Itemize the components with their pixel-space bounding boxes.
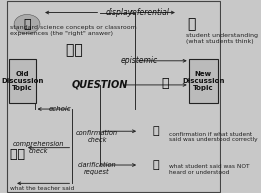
- Ellipse shape: [14, 14, 40, 34]
- Text: confirmation
check: confirmation check: [76, 130, 118, 143]
- Text: echoic: echoic: [49, 106, 72, 112]
- Text: 🧒: 🧒: [188, 17, 196, 31]
- Text: referential: referential: [130, 8, 170, 17]
- Text: comprehension
check: comprehension check: [13, 141, 65, 154]
- Text: what student said was NOT
heard or understood: what student said was NOT heard or under…: [169, 164, 250, 175]
- Text: clarification
request: clarification request: [78, 162, 116, 175]
- Text: student understanding
(what students think): student understanding (what students thi…: [186, 33, 258, 44]
- FancyBboxPatch shape: [189, 59, 218, 103]
- Text: 🧒: 🧒: [153, 160, 160, 170]
- Text: 👥: 👥: [23, 18, 31, 31]
- Text: what the teacher said: what the teacher said: [10, 186, 74, 191]
- Text: Old
Discussion
Topic: Old Discussion Topic: [1, 71, 43, 91]
- Text: display: display: [106, 8, 133, 17]
- Text: 🧒: 🧒: [153, 126, 160, 136]
- Text: 👩‍🏫: 👩‍🏫: [66, 43, 83, 57]
- Text: QUESTION: QUESTION: [72, 80, 128, 90]
- Text: 👩‍🏫: 👩‍🏫: [10, 148, 25, 161]
- Text: confirmation if what student
said was understood correctly: confirmation if what student said was un…: [169, 132, 258, 142]
- Text: New
Discussion
Topic: New Discussion Topic: [182, 71, 224, 91]
- Text: epistemic: epistemic: [120, 56, 158, 65]
- Text: 🧒: 🧒: [161, 77, 169, 91]
- FancyBboxPatch shape: [9, 59, 36, 103]
- Text: standard science concepts or classroom
experiences (the "right" answer): standard science concepts or classroom e…: [10, 25, 137, 36]
